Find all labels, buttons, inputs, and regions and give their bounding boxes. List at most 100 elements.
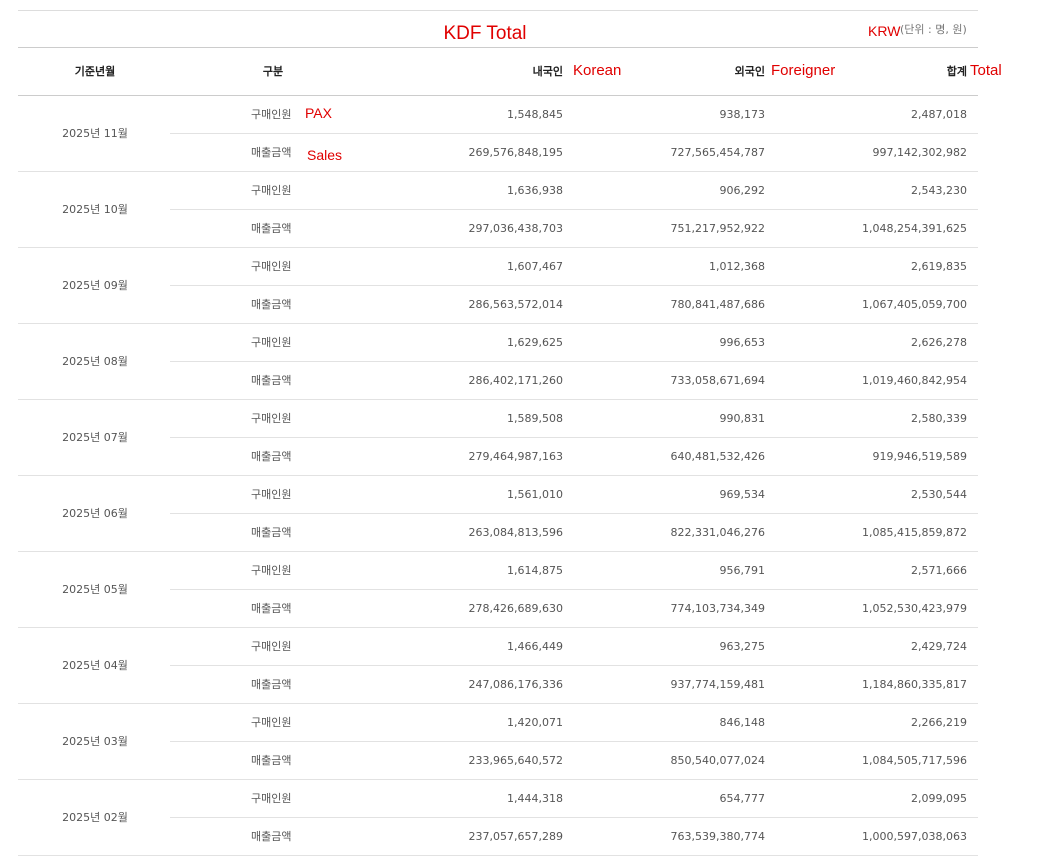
column-header: 구분 — [262, 65, 284, 78]
month-rule — [18, 855, 978, 856]
cell-value: 956,791 — [719, 564, 766, 577]
cell-value: 780,841,487,686 — [670, 298, 765, 311]
column-note: Korean — [573, 62, 622, 79]
cell-value: 278,426,689,630 — [468, 602, 563, 615]
cell-value: 1,000,597,038,063 — [862, 830, 967, 843]
month-rule — [18, 475, 978, 476]
row-label: 매출금액 — [251, 450, 292, 463]
month-rule — [18, 399, 978, 400]
row-label: 구매인원 — [251, 640, 292, 653]
cell-value: 1,052,530,423,979 — [862, 602, 967, 615]
currency-note: KRW — [868, 23, 901, 39]
cell-value: 1,420,071 — [507, 716, 563, 729]
title: KDF Total — [443, 23, 527, 44]
month-rule — [18, 779, 978, 780]
cell-value: 233,965,640,572 — [468, 754, 563, 767]
row-label: 매출금액 — [251, 222, 292, 235]
cell-value: 2,266,219 — [911, 716, 967, 729]
row-label: 매출금액 — [251, 374, 292, 387]
row-rule — [170, 133, 978, 134]
cell-value: 938,173 — [719, 108, 766, 121]
row-label: 매출금액 — [251, 146, 292, 159]
column-note: Total — [970, 62, 1002, 79]
cell-value: 751,217,952,922 — [670, 222, 765, 235]
month-label: 2025년 03월 — [62, 735, 128, 748]
row-label: 매출금액 — [251, 754, 292, 767]
cell-value: 297,036,438,703 — [468, 222, 563, 235]
cell-value: 286,402,171,260 — [468, 374, 563, 387]
cell-value: 1,466,449 — [507, 640, 563, 653]
cell-value: 1,607,467 — [507, 260, 563, 273]
cell-value: 969,534 — [719, 488, 766, 501]
cell-value: 1,561,010 — [507, 488, 563, 501]
row-rule — [170, 589, 978, 590]
cell-value: 906,292 — [719, 184, 766, 197]
row-label: 매출금액 — [251, 602, 292, 615]
cell-value: 1,184,860,335,817 — [862, 678, 967, 691]
row-label: 구매인원 — [251, 184, 292, 197]
month-label: 2025년 06월 — [62, 507, 128, 520]
cell-value: 937,774,159,481 — [670, 678, 765, 691]
cell-value: 2,530,544 — [911, 488, 967, 501]
cell-value: 263,084,813,596 — [468, 526, 563, 539]
month-rule — [18, 627, 978, 628]
cell-value: 990,831 — [719, 412, 766, 425]
month-rule — [18, 703, 978, 704]
month-rule — [18, 171, 978, 172]
row-note: PAX — [305, 105, 332, 121]
column-header: 외국인 — [734, 65, 765, 78]
cell-value: 919,946,519,589 — [872, 450, 967, 463]
cell-value: 774,103,734,349 — [670, 602, 765, 615]
cell-value: 1,636,938 — [507, 184, 563, 197]
cell-value: 1,019,460,842,954 — [862, 374, 967, 387]
cell-value: 963,275 — [719, 640, 766, 653]
cell-value: 997,142,302,982 — [872, 146, 967, 159]
cell-value: 1,084,505,717,596 — [862, 754, 967, 767]
cell-value: 2,099,095 — [911, 792, 967, 805]
row-label: 구매인원 — [251, 792, 292, 805]
row-label: 매출금액 — [251, 830, 292, 843]
row-rule — [170, 741, 978, 742]
cell-value: 1,048,254,391,625 — [862, 222, 967, 235]
cell-value: 2,543,230 — [911, 184, 967, 197]
row-label: 매출금액 — [251, 526, 292, 539]
cell-value: 733,058,671,694 — [670, 374, 765, 387]
row-rule — [170, 209, 978, 210]
row-rule — [170, 437, 978, 438]
row-rule — [170, 817, 978, 818]
month-rule — [18, 551, 978, 552]
unit-note: (단위 : 명, 원) — [900, 23, 967, 36]
row-label: 구매인원 — [251, 716, 292, 729]
top-rule — [18, 10, 978, 11]
cell-value: 1,589,508 — [507, 412, 563, 425]
row-label: 구매인원 — [251, 488, 292, 501]
cell-value: 640,481,532,426 — [670, 450, 765, 463]
cell-value: 996,653 — [719, 336, 766, 349]
cell-value: 727,565,454,787 — [670, 146, 765, 159]
month-rule — [18, 247, 978, 248]
row-label: 구매인원 — [251, 336, 292, 349]
column-note: Foreigner — [771, 62, 836, 79]
row-label: 구매인원 — [251, 260, 292, 273]
column-header: 합계 — [946, 65, 967, 78]
cell-value: 247,086,176,336 — [468, 678, 563, 691]
cell-value: 1,012,368 — [709, 260, 765, 273]
month-label: 2025년 04월 — [62, 659, 128, 672]
cell-value: 279,464,987,163 — [468, 450, 563, 463]
month-label: 2025년 10월 — [62, 203, 128, 216]
column-header: 기준년월 — [74, 65, 116, 78]
cell-value: 2,619,835 — [911, 260, 967, 273]
row-rule — [170, 361, 978, 362]
cell-value: 822,331,046,276 — [670, 526, 765, 539]
row-note: Sales — [307, 147, 343, 163]
cell-value: 1,548,845 — [507, 108, 563, 121]
cell-value: 269,576,848,195 — [468, 146, 563, 159]
row-label: 구매인원 — [251, 412, 292, 425]
header-rule — [18, 47, 978, 48]
column-header: 내국인 — [532, 65, 563, 78]
row-rule — [170, 665, 978, 666]
cell-value: 763,539,380,774 — [670, 830, 765, 843]
month-label: 2025년 08월 — [62, 355, 128, 368]
cell-value: 1,067,405,059,700 — [862, 298, 967, 311]
